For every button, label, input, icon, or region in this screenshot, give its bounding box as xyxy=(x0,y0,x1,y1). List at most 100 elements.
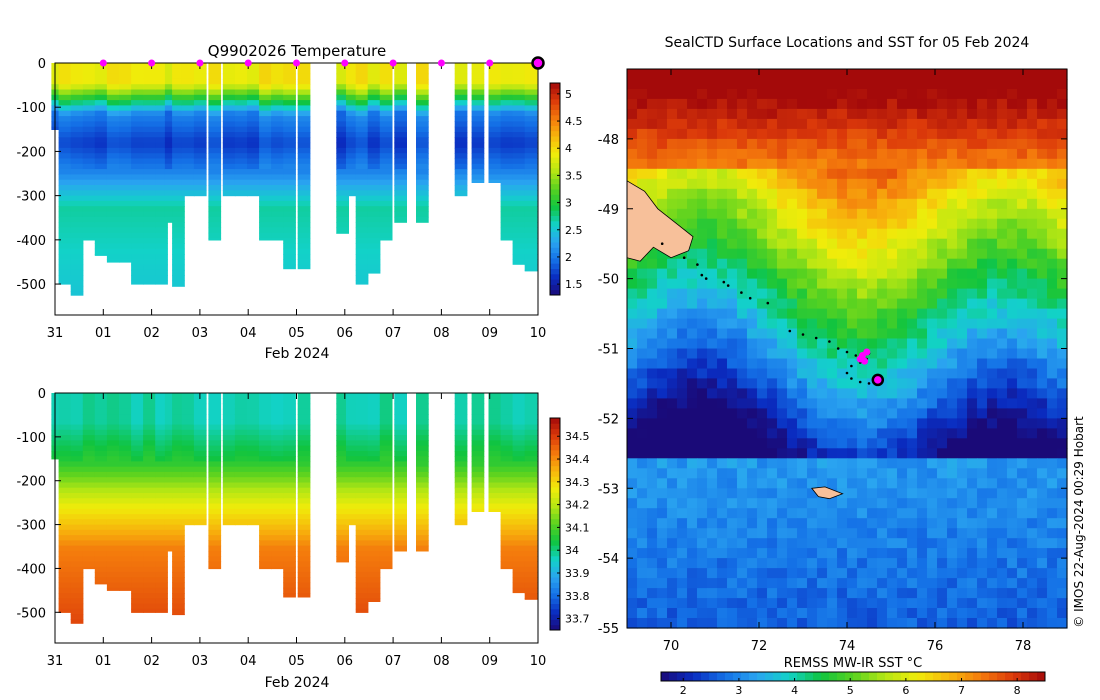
profile-cell xyxy=(355,403,369,410)
sst-cell xyxy=(907,258,918,270)
profile-cell xyxy=(143,227,156,234)
profile-cell xyxy=(222,450,236,457)
sst-cell xyxy=(807,438,818,449)
profile-cell xyxy=(271,414,284,420)
sst-cell xyxy=(777,408,788,419)
profile-cell xyxy=(471,461,485,468)
sst-cell xyxy=(687,598,698,609)
profile-cell xyxy=(82,419,96,426)
profile-cell xyxy=(488,121,502,128)
sst-cell xyxy=(757,398,768,409)
profile-cell xyxy=(172,121,185,128)
colorbar-segment xyxy=(550,189,560,195)
profile-cell xyxy=(181,482,195,489)
profile-cell xyxy=(512,461,526,468)
profile-cell xyxy=(208,535,222,541)
profile-cell xyxy=(394,466,407,473)
sst-cell xyxy=(907,578,918,589)
sst-cell xyxy=(877,69,888,80)
sst-cell xyxy=(627,118,638,130)
profile-cell xyxy=(143,248,156,255)
sst-cell xyxy=(837,308,848,320)
profile-cell xyxy=(172,508,185,515)
profile-cell xyxy=(416,493,429,499)
profile-cell xyxy=(367,461,381,468)
sst-cell xyxy=(887,458,898,469)
profile-cell xyxy=(143,163,156,170)
profile-cell xyxy=(94,174,108,181)
sst-cell xyxy=(947,398,958,409)
profile-cell xyxy=(131,556,144,563)
profile-cell xyxy=(355,243,369,250)
profile-cell xyxy=(394,78,407,85)
sst-cell xyxy=(727,268,738,280)
profile-cell xyxy=(58,116,72,122)
sst-cell xyxy=(877,468,888,479)
sst-cell xyxy=(627,298,638,310)
profile-cell xyxy=(367,110,381,117)
sst-cell xyxy=(757,288,768,300)
profile-cell xyxy=(70,471,84,478)
sst-cell xyxy=(857,338,868,350)
sst-cell xyxy=(747,298,758,310)
sst-cell xyxy=(627,258,638,270)
sst-cell xyxy=(737,148,748,160)
profile-cell xyxy=(247,477,260,484)
sst-cell xyxy=(647,79,658,90)
profile-cell xyxy=(283,248,296,255)
sst-cell xyxy=(727,488,738,499)
sst-cell xyxy=(767,298,778,310)
profile-cell xyxy=(172,158,185,165)
profile-cell xyxy=(70,163,84,170)
profile-cell xyxy=(394,487,407,494)
profile-cell xyxy=(336,232,349,234)
profile-cell xyxy=(143,582,156,589)
profile-cell xyxy=(193,174,207,181)
sst-cell xyxy=(787,368,798,380)
profile-cell xyxy=(283,593,296,598)
sst-cell xyxy=(1047,278,1058,290)
sst-cell xyxy=(977,548,988,559)
profile-cell xyxy=(234,408,248,415)
sst-cell xyxy=(1057,138,1068,150)
sst-cell xyxy=(887,98,898,110)
sst-cell xyxy=(627,608,638,619)
sst-cell xyxy=(927,98,938,110)
profile-cell xyxy=(193,466,207,473)
sst-cell xyxy=(637,498,648,509)
profile-cell xyxy=(367,126,381,133)
profile-cell xyxy=(155,561,168,568)
profile-cell xyxy=(379,121,393,128)
sst-cell xyxy=(867,188,878,200)
profile-cell xyxy=(394,153,407,160)
profile-cell xyxy=(155,227,168,234)
profile-cell xyxy=(367,142,381,149)
sst-cell xyxy=(957,448,968,459)
sst-cell xyxy=(847,258,858,270)
profile-cell xyxy=(512,126,526,133)
profile-cell xyxy=(82,408,96,415)
sst-cell xyxy=(637,448,648,459)
profile-cell xyxy=(297,435,311,441)
profile-cell xyxy=(58,232,72,239)
sst-cell xyxy=(857,388,868,399)
profile-cell xyxy=(82,566,96,570)
profile-cell xyxy=(131,200,144,207)
profile-cell xyxy=(454,78,468,85)
sst-cell xyxy=(1057,258,1068,270)
profile-cell xyxy=(208,440,222,447)
sst-cell xyxy=(927,538,938,549)
sst-cell xyxy=(817,228,828,240)
profile-cell xyxy=(58,89,72,96)
profile-cell xyxy=(283,445,296,452)
sst-cell xyxy=(817,79,828,90)
sst-cell xyxy=(1057,358,1068,370)
sst-cell xyxy=(857,568,868,579)
profile-cell xyxy=(454,398,468,405)
profile-cell xyxy=(106,185,120,191)
sst-cell xyxy=(1017,488,1028,499)
profile-cell xyxy=(259,68,272,75)
sst-cell xyxy=(827,288,838,300)
sst-cell xyxy=(997,448,1008,459)
profile-cell xyxy=(500,216,514,223)
